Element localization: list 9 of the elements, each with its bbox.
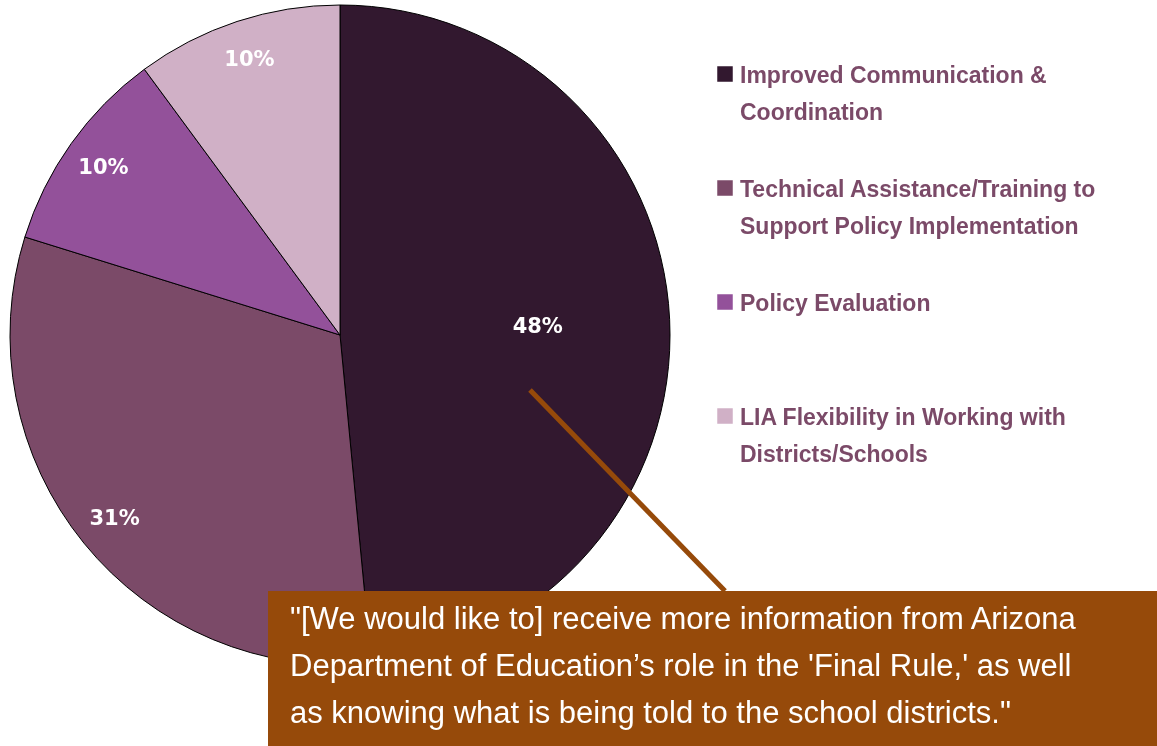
- legend-label: Policy Evaluation: [740, 290, 931, 316]
- data-label: 48%: [512, 313, 563, 338]
- data-label: 10%: [224, 47, 275, 72]
- legend-label: LIA Flexibility in Working with Districts/Schools: [740, 404, 1066, 467]
- legend-label: Improved Communication & Coordination: [740, 62, 1047, 125]
- legend-label: Technical Assistance/Training to Support Policy Implementation: [740, 176, 1096, 239]
- text: "[We would like to] receive more information from Arizona Department of Education’s role in the 'Final Rule,' as well as knowing what is being told to the school districts.": [290, 601, 1077, 730]
- data-label: 10%: [78, 154, 129, 179]
- data-label: 31%: [89, 506, 140, 531]
